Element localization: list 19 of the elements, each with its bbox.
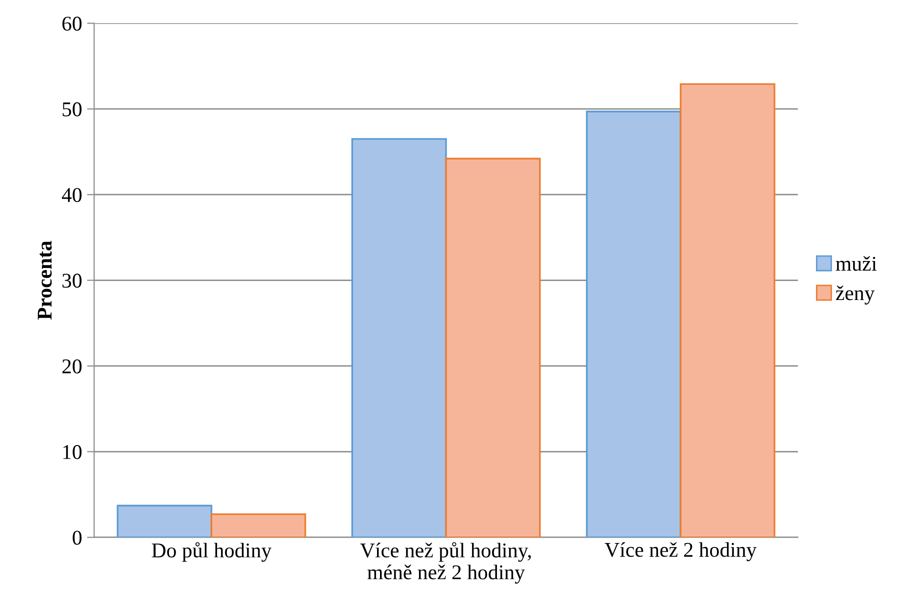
y-tick-label: 10 <box>63 445 82 460</box>
y-tick-label: 0 <box>72 530 82 545</box>
y-axis-title: Procenta <box>38 240 52 320</box>
x-tick-label: Více než půl hodiny, méně než 2 hodiny <box>360 542 531 584</box>
y-tick-label: 50 <box>62 102 82 116</box>
y-tick-label: 20 <box>62 359 82 374</box>
bar <box>351 138 447 538</box>
bar <box>445 158 541 538</box>
y-tick-label: 60 <box>62 16 82 31</box>
bar <box>586 110 682 538</box>
bar <box>210 513 306 538</box>
x-tick-label: Do půl hodiny <box>152 542 272 562</box>
bar <box>680 83 776 538</box>
bar <box>116 504 212 538</box>
legend-label: muži <box>836 256 877 271</box>
y-tick-label: 30 <box>62 274 82 288</box>
y-tick-label: 40 <box>62 188 82 202</box>
x-tick-label: Více než 2 hodiny <box>604 542 757 562</box>
legend-label: ženy <box>836 286 875 305</box>
